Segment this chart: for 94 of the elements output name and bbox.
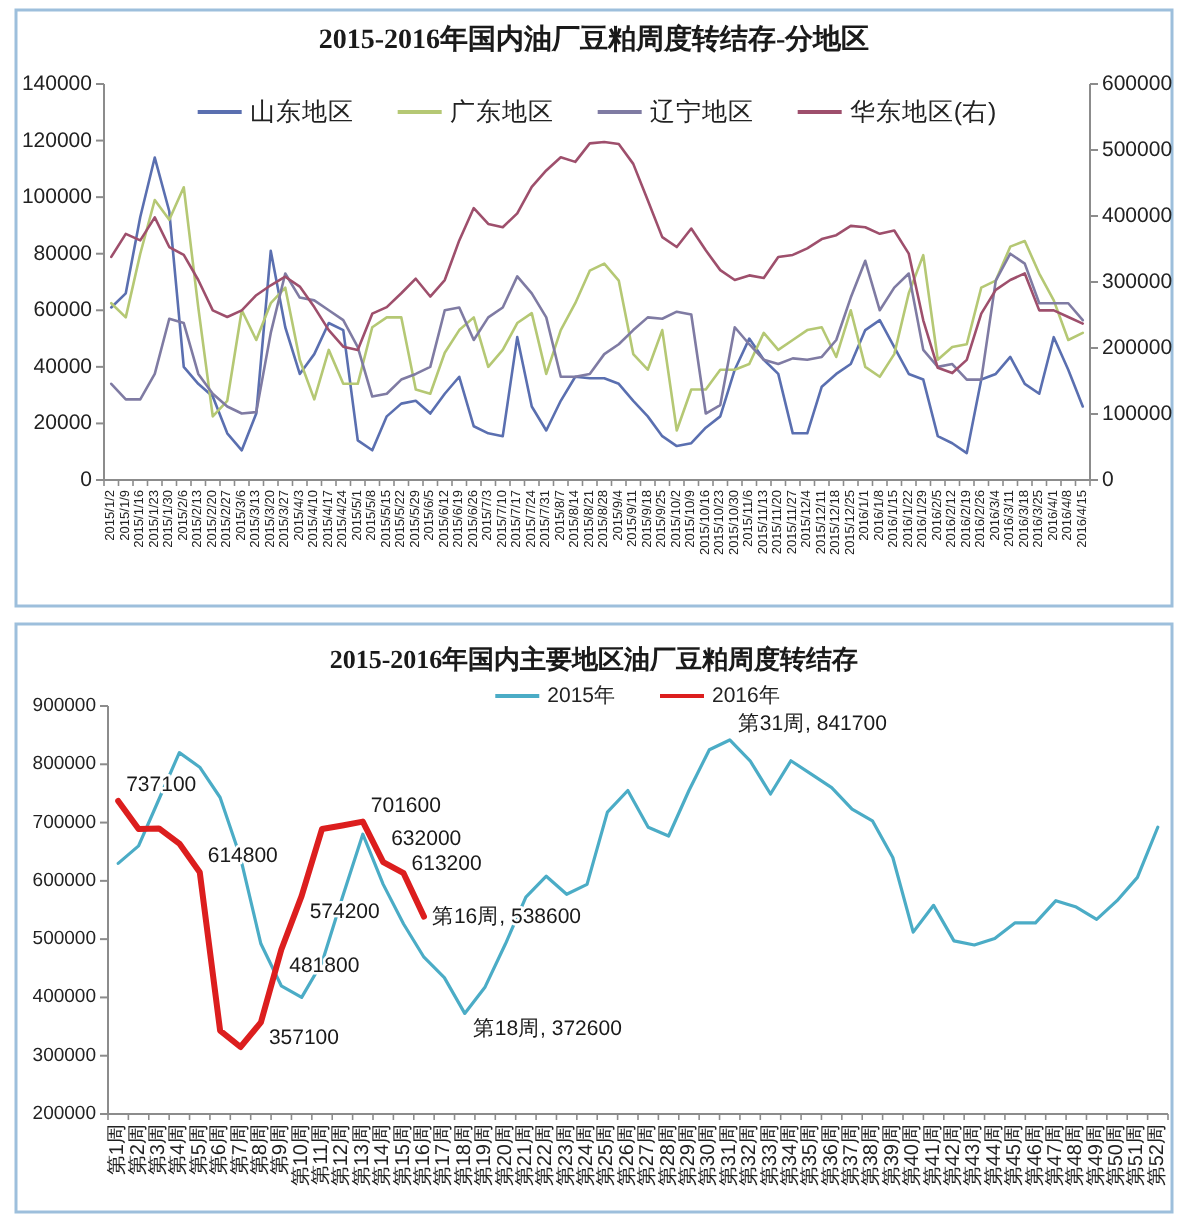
line-series — [116, 738, 1160, 1015]
data-label: 第18周, 372600 — [472, 1017, 623, 1042]
line-series — [109, 156, 1085, 455]
x-tick-label: 第48周 — [1063, 1123, 1088, 1187]
x-tick-label: 第32周 — [737, 1124, 762, 1187]
x-tick-label: 第21周 — [512, 1124, 537, 1187]
x-tick-label: 第47周 — [1042, 1124, 1067, 1187]
y-tick-label: 400000 — [32, 986, 96, 1009]
x-tick-label: 第15周 — [390, 1124, 415, 1187]
y-tick-label: 300000 — [32, 1044, 96, 1067]
y2-tick-label: 100000 — [1102, 402, 1173, 426]
x-tick-label: 第13周 — [349, 1123, 374, 1187]
y2-tick-label: 500000 — [1102, 138, 1173, 162]
x-tick-label: 第29周 — [675, 1124, 700, 1187]
chart-title: 2015-2016年国内主要地区油厂豆粕周度转结存 — [329, 644, 859, 674]
y-tick-label: 60000 — [33, 298, 93, 323]
legend-label: 辽宁地区 — [649, 96, 754, 126]
x-tick-label: 第23周 — [553, 1124, 578, 1187]
x-tick-label: 第46周 — [1022, 1124, 1047, 1187]
y-tick-label: 800000 — [32, 753, 96, 776]
y-tick-label: 900000 — [32, 695, 96, 717]
x-tick-label: 第19周 — [472, 1124, 497, 1187]
y-tick-label: 140000 — [21, 72, 93, 96]
x-tick-label: 第45周 — [1002, 1124, 1027, 1187]
x-tick-label: 第10周 — [288, 1124, 313, 1187]
x-tick-label: 第44周 — [981, 1124, 1006, 1187]
y-tick-label: 0 — [80, 468, 93, 492]
data-label: 第31周, 841700 — [737, 711, 888, 736]
x-tick-label: 第18周 — [451, 1124, 476, 1187]
x-tick-label: 第22周 — [533, 1123, 558, 1187]
x-tick-label: 第26周 — [614, 1123, 639, 1187]
x-tick-label: 第42周 — [940, 1124, 965, 1187]
x-tick-label: 第31周 — [716, 1124, 741, 1187]
x-tick-label: 第2周 — [125, 1124, 150, 1176]
x-tick-label: 第9周 — [268, 1123, 293, 1176]
y-tick-label: 700000 — [32, 811, 96, 834]
x-tick-label: 第50周 — [1104, 1124, 1129, 1187]
x-tick-label: 第43周 — [961, 1123, 986, 1187]
y2-tick-label: 200000 — [1102, 336, 1173, 360]
legend-label: 华东地区(右) — [849, 98, 997, 126]
data-label: 632000 — [391, 827, 462, 852]
x-tick-label: 第4周 — [166, 1123, 191, 1176]
x-tick-label: 第25周 — [594, 1124, 619, 1187]
x-tick-label: 第36周 — [818, 1124, 843, 1187]
x-tick-label: 第7周 — [227, 1124, 252, 1176]
y-tick-label: 20000 — [33, 411, 93, 436]
y-tick-label: 600000 — [32, 869, 96, 892]
x-tick-label: 第39周 — [879, 1123, 904, 1187]
x-tick-label: 第34周 — [777, 1124, 802, 1187]
x-tick-label: 第3周 — [145, 1124, 170, 1176]
data-label: 357100 — [268, 1026, 340, 1051]
x-tick-label: 第27周 — [635, 1124, 660, 1187]
legend-label: 2015年 — [547, 684, 616, 708]
x-tick-label: 第1周 — [105, 1124, 130, 1176]
data-label: 613200 — [411, 852, 482, 877]
y-tick-label: 200000 — [32, 1103, 96, 1125]
x-tick-label: 第37周 — [839, 1124, 864, 1187]
x-tick-label: 第16周 — [410, 1124, 435, 1187]
legend-label: 广东地区 — [449, 98, 554, 126]
x-tick-label: 第51周 — [1124, 1124, 1149, 1187]
y2-tick-label: 400000 — [1102, 204, 1173, 228]
y-tick-label: 100000 — [21, 185, 93, 210]
x-tick-label: 第28周 — [655, 1124, 680, 1187]
data-label: 701600 — [370, 793, 442, 818]
y-tick-label: 500000 — [32, 928, 96, 951]
y-tick-label: 40000 — [33, 354, 93, 379]
x-tick-label: 第49周 — [1083, 1124, 1108, 1187]
x-tick-label: 第20周 — [492, 1124, 517, 1187]
legend-label: 2016年 — [712, 684, 781, 708]
x-tick-label: 第6周 — [207, 1124, 232, 1176]
x-tick-label: 第41周 — [920, 1124, 945, 1187]
x-tick-label: 第40周 — [900, 1124, 925, 1187]
y2-tick-label: 300000 — [1102, 270, 1173, 294]
y2-tick-label: 600000 — [1102, 72, 1173, 96]
x-tick-label: 第12周 — [329, 1124, 354, 1187]
x-tick-label: 第11周 — [309, 1124, 334, 1185]
x-tick-label: 第30周 — [696, 1123, 721, 1187]
line-series — [109, 252, 1085, 415]
x-tick-label: 第33周 — [757, 1124, 782, 1187]
y-tick-label: 120000 — [21, 128, 93, 153]
chart-title: 2015-2016年国内油厂豆粕周度转结存-分地区 — [318, 22, 870, 56]
y-tick-label: 80000 — [33, 241, 93, 266]
y2-tick-label: 0 — [1102, 468, 1114, 492]
line-series — [109, 140, 1085, 375]
x-tick-label: 第5周 — [186, 1124, 211, 1176]
x-tick-label: 第8周 — [247, 1124, 272, 1176]
x-tick-label: 第24周 — [574, 1124, 599, 1187]
x-tick-label: 第17周 — [431, 1123, 456, 1187]
x-tick-label: 第14周 — [370, 1124, 395, 1187]
legend-label: 山东地区 — [249, 98, 354, 126]
x-tick-label: 第35周 — [798, 1123, 823, 1187]
x-tick-label: 第38周 — [859, 1124, 884, 1187]
x-tick-label: 第52周 — [1144, 1123, 1169, 1187]
line-series — [109, 185, 1085, 432]
